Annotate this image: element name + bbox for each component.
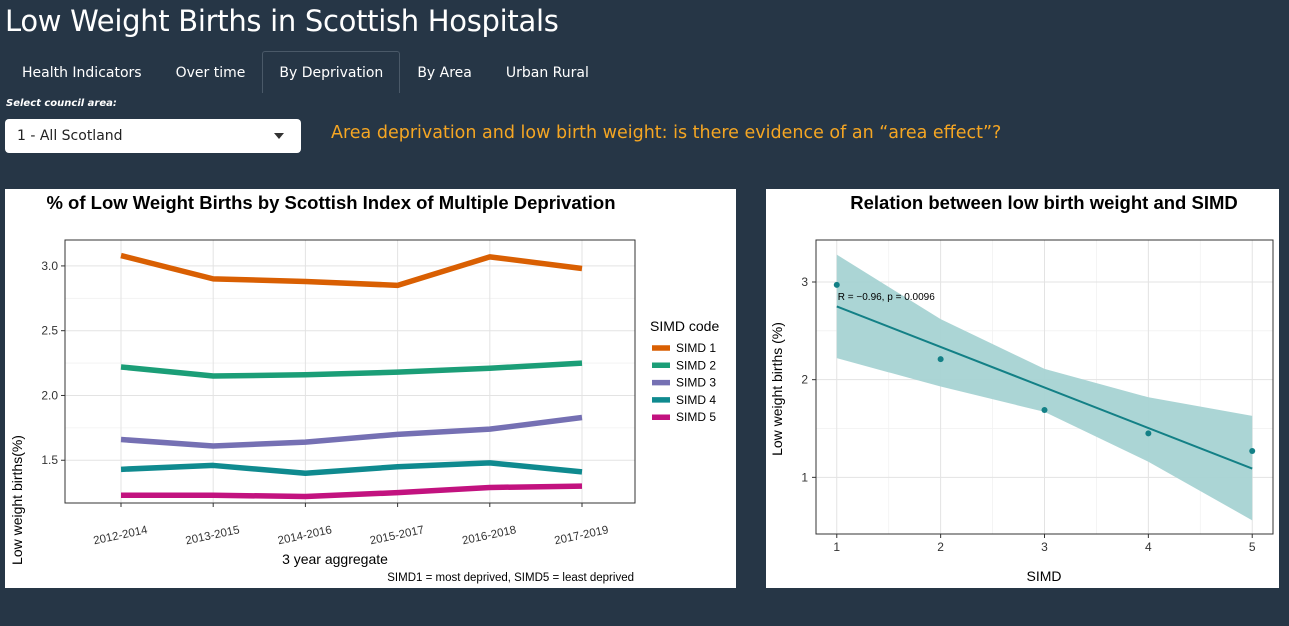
x-tick-label: 2017-2019: [553, 524, 609, 547]
chart-title: % of Low Weight Births by Scottish Index…: [46, 192, 615, 213]
deprivation-line-chart: % of Low Weight Births by Scottish Index…: [9, 192, 719, 584]
legend-label-simd-4: SIMD 4: [676, 393, 716, 407]
x-tick-label: 2: [937, 540, 944, 554]
chart-caption: SIMD1 = most deprived, SIMD5 = least dep…: [387, 572, 634, 584]
series-line-simd-5: [121, 483, 583, 500]
simd-scatter-panel: Relation between low birth weight and SI…: [766, 189, 1279, 588]
simd-scatter-chart: Relation between low birth weight and SI…: [769, 192, 1274, 584]
tab-bar: Health Indicators Over time By Deprivati…: [5, 51, 606, 93]
x-tick-label: 2015-2017: [369, 524, 425, 547]
app-title: Low Weight Births in Scottish Hospitals: [5, 4, 559, 38]
legend-title: SIMD code: [650, 318, 719, 334]
tab-by-deprivation[interactable]: By Deprivation: [262, 51, 401, 93]
council-area-label: Select council area:: [6, 98, 117, 109]
series-line-simd-3: [120, 414, 583, 449]
legend-label-simd-2: SIMD 2: [676, 358, 716, 372]
data-point: [1145, 430, 1152, 437]
x-tick-label: 5: [1249, 540, 1256, 554]
data-point: [833, 281, 840, 288]
x-tick-label: 2014-2016: [277, 524, 333, 547]
y-tick-label: 3: [801, 275, 808, 289]
regression-line: [836, 305, 1253, 470]
section-headline: Area deprivation and low birth weight: i…: [331, 123, 1002, 143]
y-tick-label: 1.5: [41, 453, 58, 467]
tab-over-time[interactable]: Over time: [175, 65, 246, 81]
legend-label-simd-1: SIMD 1: [676, 341, 716, 355]
council-area-select[interactable]: 1 - All Scotland: [5, 119, 301, 153]
y-tick-label: 1: [801, 470, 808, 484]
council-area-value: 1 - All Scotland: [17, 128, 123, 144]
y-axis-title: Low weight births (%): [769, 322, 785, 456]
series-line-simd-2: [120, 360, 583, 379]
tab-by-area[interactable]: By Area: [417, 65, 472, 81]
plot-border: [64, 239, 636, 504]
x-tick-label: 4: [1145, 540, 1152, 554]
x-tick-label: 2013-2015: [185, 524, 241, 547]
series-line-simd-4: [120, 460, 583, 476]
y-tick-label: 2.5: [41, 324, 58, 338]
x-tick-label: 1: [833, 540, 840, 554]
chevron-down-icon: [274, 133, 284, 139]
correlation-annotation: R = −0.96, p = 0.0096: [838, 292, 935, 303]
data-point: [1249, 447, 1256, 454]
legend-label-simd-5: SIMD 5: [676, 410, 716, 424]
y-tick-label: 3.0: [41, 259, 58, 273]
x-tick-label: 3: [1041, 540, 1048, 554]
x-axis-title: 3 year aggregate: [282, 551, 388, 567]
chart-title: Relation between low birth weight and SI…: [850, 192, 1238, 213]
tab-urban-rural[interactable]: Urban Rural: [505, 65, 589, 81]
x-tick-label: 2012-2014: [92, 524, 149, 547]
x-tick-label: 2016-2018: [461, 524, 517, 547]
data-point: [1041, 406, 1048, 413]
x-axis-title: SIMD: [1027, 568, 1062, 584]
deprivation-line-chart-panel: % of Low Weight Births by Scottish Index…: [5, 189, 736, 588]
legend-label-simd-3: SIMD 3: [676, 376, 716, 390]
series-line-simd-1: [120, 252, 583, 289]
y-tick-label: 2: [801, 373, 808, 387]
tab-health-indicators[interactable]: Health Indicators: [22, 65, 142, 81]
y-axis-title: Low weight births(%): [9, 435, 25, 565]
data-point: [937, 356, 944, 363]
y-tick-label: 2.0: [41, 388, 58, 402]
